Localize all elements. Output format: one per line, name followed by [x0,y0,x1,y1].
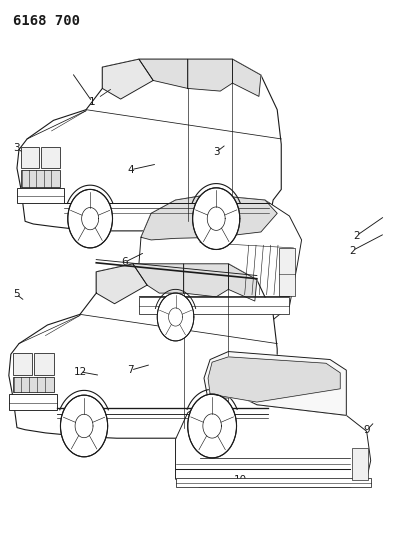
Text: 5: 5 [13,289,20,299]
Text: 3: 3 [13,143,20,154]
Text: 6168 700: 6168 700 [13,14,80,28]
Bar [13,376,53,392]
Circle shape [193,188,240,249]
Bar [13,353,32,375]
Polygon shape [204,352,346,415]
Text: 3: 3 [213,147,220,157]
Circle shape [157,293,194,341]
Polygon shape [17,59,281,231]
Bar [17,188,64,203]
Bar [279,248,295,296]
Text: 2: 2 [353,231,360,241]
Circle shape [60,395,108,457]
Polygon shape [184,264,228,297]
Polygon shape [102,59,153,99]
Text: 2: 2 [349,246,356,255]
Text: 11: 11 [228,358,241,368]
Polygon shape [135,195,302,325]
Circle shape [188,394,237,458]
Bar [21,147,39,168]
Polygon shape [9,264,277,438]
Text: 8: 8 [213,445,220,455]
Text: 6: 6 [122,257,128,267]
Text: 9: 9 [364,425,370,435]
Polygon shape [228,264,257,301]
Text: 1: 1 [89,96,95,107]
Polygon shape [141,195,277,240]
Bar [139,297,289,314]
Bar [9,394,57,410]
Polygon shape [96,264,147,304]
Text: 10: 10 [234,475,247,485]
Text: 4: 4 [127,165,134,175]
Bar [34,353,53,375]
Text: 7: 7 [127,365,134,375]
Bar [175,478,371,487]
Polygon shape [133,264,184,293]
Text: 12: 12 [73,367,86,377]
Polygon shape [188,59,233,91]
Bar [41,147,60,168]
Bar [21,169,60,187]
Polygon shape [208,357,340,402]
Polygon shape [139,59,188,88]
Polygon shape [233,59,261,96]
Circle shape [68,189,113,248]
Polygon shape [175,397,371,487]
Bar [353,448,368,480]
